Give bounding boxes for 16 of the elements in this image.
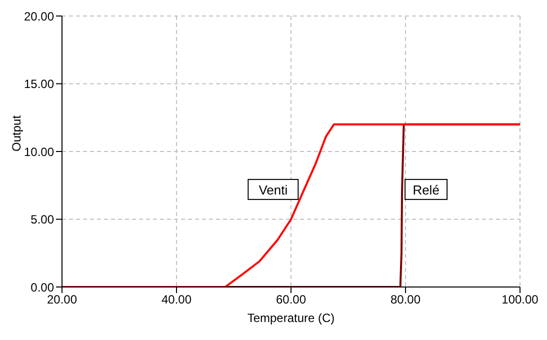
x-tick-label: 40.00 — [161, 292, 192, 307]
y-tick-label: 5.00 — [30, 212, 54, 227]
y-tick-label: 15.00 — [24, 77, 54, 92]
y-tick-label: 0.00 — [30, 280, 54, 294]
x-tick-label: 20.00 — [46, 292, 78, 307]
series-name-box: Relé — [404, 178, 448, 200]
y-tick-label: 20.00 — [24, 9, 54, 24]
y-axis-title: Output — [9, 114, 24, 152]
series-name-box: Venti — [248, 178, 299, 200]
x-tick-label: 60.00 — [276, 292, 306, 307]
x-axis-title: Temperature (C) — [247, 311, 335, 325]
series-label: Venti — [258, 182, 288, 198]
x-tick-label: 100.00 — [502, 292, 539, 307]
series-label: Relé — [412, 182, 440, 198]
y-tick-label: 10.00 — [24, 144, 54, 159]
x-tick-label: 80.00 — [390, 292, 421, 307]
